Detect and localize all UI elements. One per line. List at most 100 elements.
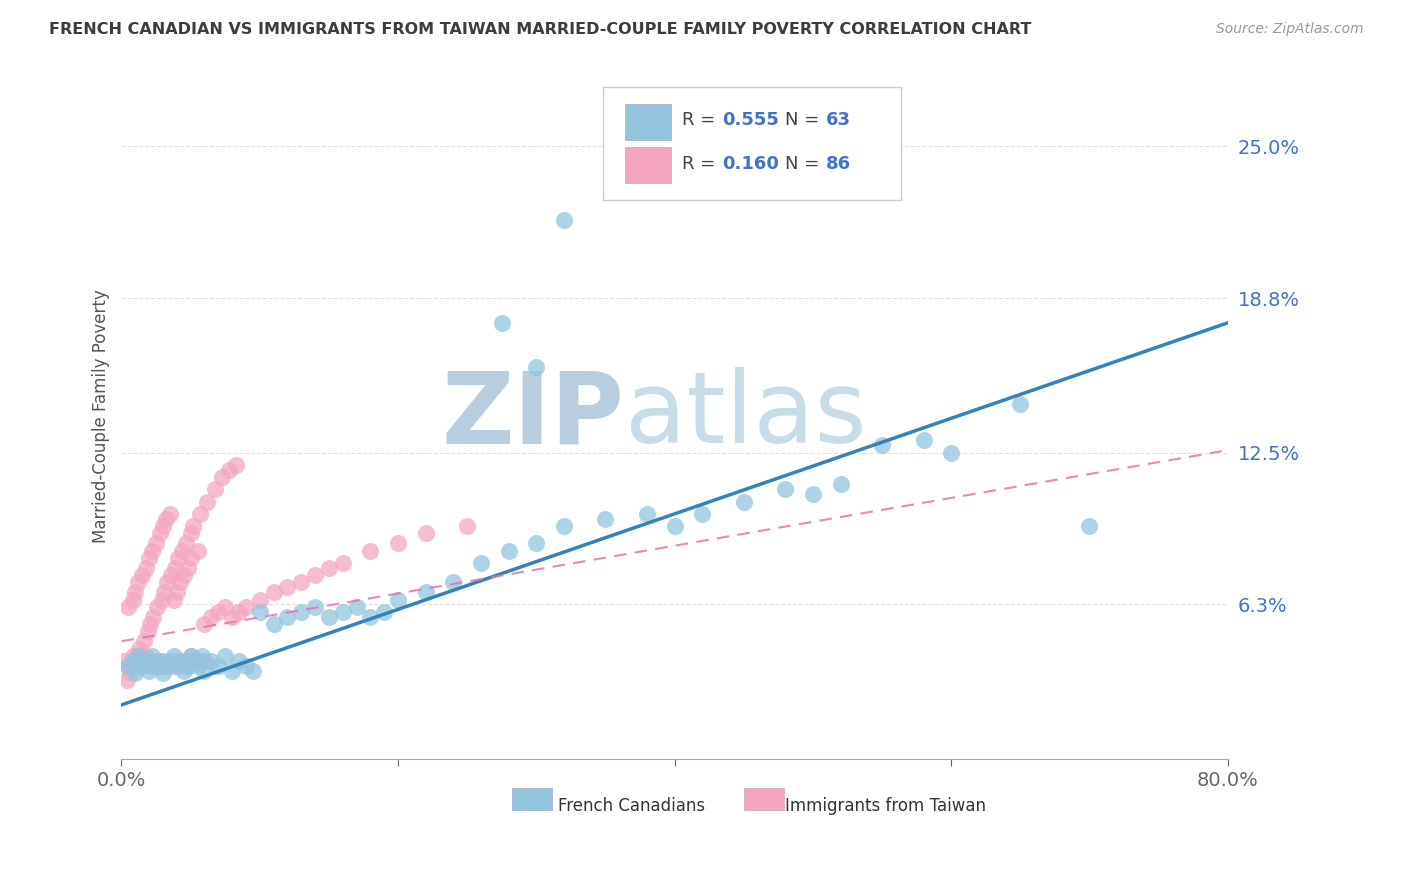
Point <box>153 585 176 599</box>
Point <box>200 609 222 624</box>
Text: N =: N = <box>785 111 825 128</box>
Point <box>138 654 160 668</box>
Point <box>415 526 437 541</box>
Point <box>166 658 188 673</box>
Point <box>235 599 257 614</box>
Point <box>117 658 139 673</box>
Point <box>359 609 381 624</box>
Point <box>318 560 340 574</box>
Point <box>122 658 145 673</box>
Point <box>141 648 163 663</box>
Text: ZIP: ZIP <box>441 368 624 465</box>
Point <box>242 664 264 678</box>
Point <box>218 463 240 477</box>
Point <box>163 592 186 607</box>
Point <box>146 599 169 614</box>
FancyBboxPatch shape <box>744 788 785 810</box>
Point <box>152 519 174 533</box>
Point <box>112 654 135 668</box>
Point <box>145 658 167 673</box>
Point <box>188 507 211 521</box>
Point <box>167 550 190 565</box>
Point <box>149 658 172 673</box>
Point <box>373 605 395 619</box>
Point <box>498 543 520 558</box>
Point <box>121 592 143 607</box>
Point <box>177 658 200 673</box>
Text: R =: R = <box>682 154 721 172</box>
Text: R =: R = <box>682 111 721 128</box>
Point <box>290 575 312 590</box>
Point <box>249 592 271 607</box>
Point <box>132 634 155 648</box>
Point <box>128 641 150 656</box>
Point <box>524 536 547 550</box>
Text: FRENCH CANADIAN VS IMMIGRANTS FROM TAIWAN MARRIED-COUPLE FAMILY POVERTY CORRELAT: FRENCH CANADIAN VS IMMIGRANTS FROM TAIWA… <box>49 22 1032 37</box>
Point <box>183 519 205 533</box>
Point <box>415 585 437 599</box>
Point <box>159 654 181 668</box>
Point <box>332 556 354 570</box>
Text: N =: N = <box>785 154 825 172</box>
FancyBboxPatch shape <box>624 103 671 139</box>
Point <box>235 658 257 673</box>
Point <box>636 507 658 521</box>
Point <box>169 658 191 673</box>
Point <box>211 470 233 484</box>
Point <box>169 575 191 590</box>
Point <box>150 592 173 607</box>
Point <box>186 654 208 668</box>
Point <box>186 543 208 558</box>
Point <box>276 580 298 594</box>
Point <box>195 494 218 508</box>
Point <box>332 605 354 619</box>
Point <box>225 458 247 472</box>
Point <box>263 585 285 599</box>
Text: 0.555: 0.555 <box>723 111 779 128</box>
Point <box>180 550 202 565</box>
Point <box>118 666 141 681</box>
Point <box>131 658 153 673</box>
Text: Immigrants from Taiwan: Immigrants from Taiwan <box>785 797 986 814</box>
Point <box>159 507 181 521</box>
Text: 0.160: 0.160 <box>723 154 779 172</box>
Point <box>290 605 312 619</box>
Point <box>173 654 195 668</box>
Point <box>155 658 177 673</box>
Point <box>263 617 285 632</box>
Point <box>387 592 409 607</box>
Point <box>172 543 194 558</box>
Point <box>830 477 852 491</box>
Point <box>470 556 492 570</box>
Point <box>141 658 163 673</box>
Point <box>1078 519 1101 533</box>
Point <box>156 658 179 673</box>
Point <box>165 560 187 574</box>
Point <box>553 213 575 227</box>
Point <box>156 575 179 590</box>
Point <box>145 536 167 550</box>
Point <box>912 434 935 448</box>
Point <box>177 658 200 673</box>
Point <box>169 654 191 668</box>
Point <box>135 648 157 663</box>
Point <box>193 654 215 668</box>
Point <box>163 648 186 663</box>
Point <box>221 664 243 678</box>
Text: French Canadians: French Canadians <box>558 797 706 814</box>
Point <box>127 648 149 663</box>
Point <box>249 605 271 619</box>
Point <box>152 666 174 681</box>
Point <box>138 550 160 565</box>
Point <box>733 494 755 508</box>
Point <box>228 654 250 668</box>
Text: 86: 86 <box>827 154 851 172</box>
Point <box>441 575 464 590</box>
Point <box>173 664 195 678</box>
Point <box>163 658 186 673</box>
Point <box>138 664 160 678</box>
Point <box>152 654 174 668</box>
Point <box>491 316 513 330</box>
Point <box>193 617 215 632</box>
Point <box>155 512 177 526</box>
